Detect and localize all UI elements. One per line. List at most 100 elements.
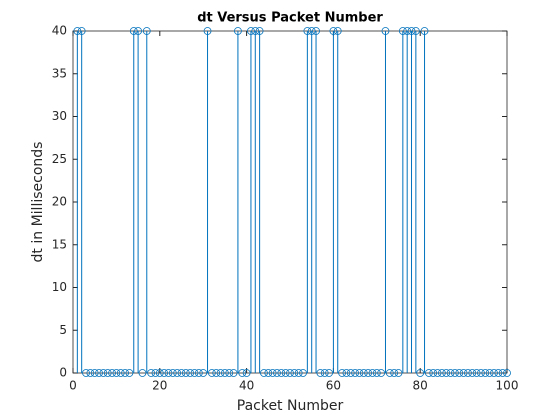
plot-area — [72, 30, 508, 374]
x-tick-label: 80 — [413, 379, 428, 393]
stem-marker — [338, 369, 346, 377]
stem-marker — [138, 369, 147, 377]
stem-marker — [220, 369, 229, 377]
stem-marker — [394, 369, 403, 377]
x-tick-label: 60 — [326, 379, 341, 393]
stem-marker — [407, 27, 416, 35]
y-tick-label: 5 — [59, 323, 67, 337]
stem-marker — [112, 369, 121, 377]
stem-marker — [164, 369, 173, 377]
stem-marker — [390, 369, 399, 377]
stem-marker — [260, 369, 268, 377]
stem-marker — [108, 369, 116, 377]
stem-marker — [95, 369, 103, 377]
stem-marker — [372, 369, 381, 377]
stem-marker — [125, 369, 134, 377]
stem-marker — [86, 369, 95, 377]
stem-marker — [424, 369, 433, 377]
stem-marker — [103, 369, 112, 377]
stem-marker — [464, 369, 472, 377]
y-tick-label: 15 — [52, 237, 67, 251]
stem-marker — [346, 369, 355, 377]
stem-marker — [129, 27, 138, 35]
stem-marker — [173, 369, 182, 377]
stem-marker — [351, 369, 360, 377]
stem-marker — [277, 369, 286, 377]
stem-marker — [203, 27, 212, 35]
y-tick-label: 25 — [52, 152, 67, 166]
stem-marker — [359, 369, 368, 377]
y-tick-label: 10 — [52, 280, 67, 294]
stem-marker — [403, 27, 412, 35]
stem-marker — [281, 369, 290, 377]
stem-marker — [481, 369, 490, 377]
stem-marker — [455, 369, 464, 377]
stem-marker — [494, 369, 503, 377]
stem-marker — [329, 27, 338, 35]
stem-marker — [485, 369, 494, 377]
stem-marker — [77, 27, 86, 35]
stem-marker — [116, 369, 125, 377]
stem-marker — [168, 369, 177, 377]
stem-marker — [251, 27, 260, 35]
stem-marker — [472, 369, 481, 377]
stem-marker — [229, 369, 238, 377]
stem-marker — [73, 27, 82, 35]
stem-marker — [290, 369, 299, 377]
y-tick-label: 20 — [52, 195, 67, 209]
x-tick-label: 40 — [239, 379, 254, 393]
stem-marker — [255, 27, 264, 35]
stem-marker — [212, 369, 221, 377]
stem-marker — [490, 369, 498, 377]
stem-marker — [468, 369, 477, 377]
stem-marker — [216, 369, 225, 377]
stem-marker — [186, 369, 195, 377]
stem-marker — [177, 369, 186, 377]
stem-marker — [416, 369, 425, 377]
stem-marker — [286, 369, 294, 377]
stem-marker — [99, 369, 108, 377]
stem-marker — [451, 369, 459, 377]
stem-marker — [398, 27, 407, 35]
stem-marker — [316, 369, 325, 377]
stem-marker — [90, 369, 99, 377]
stem-marker — [342, 369, 351, 377]
stem-marker — [238, 369, 247, 377]
stem-marker — [446, 369, 455, 377]
stem-marker — [364, 369, 373, 377]
stem-marker — [273, 369, 281, 377]
stem-marker — [437, 369, 446, 377]
stem-marker — [160, 369, 169, 377]
y-tick-label: 30 — [52, 109, 67, 123]
stem-marker — [268, 369, 277, 377]
stem-marker — [503, 369, 511, 377]
stem-marker — [325, 369, 333, 377]
stem-marker — [333, 27, 342, 35]
stem-marker — [307, 27, 316, 35]
stem-marker — [155, 369, 164, 377]
stem-marker — [299, 369, 307, 377]
stem-marker — [121, 369, 129, 377]
chart-title: dt Versus Packet Number — [197, 11, 383, 26]
x-axis-label: Packet Number — [237, 398, 344, 414]
stem-marker — [355, 369, 364, 377]
stem-marker — [181, 369, 190, 377]
stem-marker — [433, 369, 442, 377]
stem-marker — [411, 27, 420, 35]
stem-marker — [142, 27, 151, 35]
stem-marker — [147, 369, 156, 377]
stem-marker — [151, 369, 160, 377]
stem-marker — [385, 369, 394, 377]
y-tick-label: 35 — [52, 66, 67, 80]
stem-marker — [320, 369, 329, 377]
stem-marker — [134, 27, 143, 35]
stem-marker — [459, 369, 468, 377]
stem-marker — [199, 369, 208, 377]
stem-marker — [377, 369, 386, 377]
x-tick-label: 0 — [69, 379, 77, 393]
stem-marker — [312, 27, 320, 35]
y-tick-label: 0 — [59, 366, 67, 380]
stem-marker — [264, 369, 273, 377]
